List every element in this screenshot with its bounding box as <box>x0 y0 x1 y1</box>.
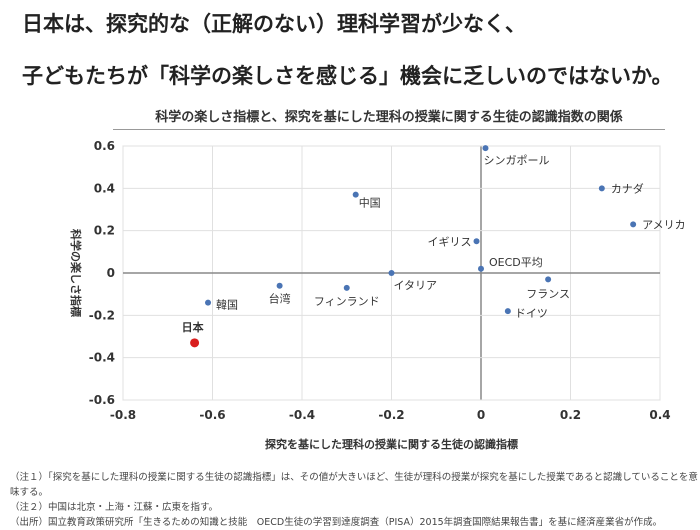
x-tick-label: -0.4 <box>289 408 315 422</box>
data-point <box>473 238 480 245</box>
data-label: 韓国 <box>216 299 238 312</box>
data-point <box>504 308 511 315</box>
y-tick-label: 0.2 <box>94 224 115 238</box>
data-label: フィンランド <box>314 295 380 308</box>
data-label: ドイツ <box>515 307 548 320</box>
y-tick-label: 0.6 <box>94 139 115 153</box>
data-label: イギリス <box>428 235 472 248</box>
data-point <box>276 282 283 289</box>
data-label: カナダ <box>611 181 644 195</box>
data-point <box>482 145 489 152</box>
y-tick-label: 0.4 <box>94 181 115 195</box>
data-point <box>343 284 350 291</box>
data-label: フランス <box>526 287 570 300</box>
data-label: シンガポール <box>483 154 549 167</box>
x-tick-label: -0.6 <box>199 408 225 422</box>
data-label: 日本 <box>182 320 204 334</box>
data-label: OECD平均 <box>489 256 543 269</box>
y-tick-label: 0 <box>107 266 115 280</box>
data-point <box>545 276 552 283</box>
scatter-chart: -0.8 -0.6 -0.4 -0.2 0 0.2 0.40.60.40.20-0.2-0.… <box>69 139 686 451</box>
data-point <box>190 338 200 348</box>
data-point <box>205 299 212 306</box>
data-label: イタリア <box>394 279 438 292</box>
x-axis-label: 探究を基にした理科の授業に関する生徒の認識指標 <box>265 437 518 451</box>
y-tick-label: -0.4 <box>89 351 115 365</box>
notes: （注１）「探究を基にした理科の授業に関する生徒の認識指標」は、その値が大きいほど… <box>10 470 700 530</box>
data-point <box>388 270 395 276</box>
data-point <box>478 265 484 272</box>
data-label: 台湾 <box>269 292 291 306</box>
x-tick-label: 0 <box>477 408 485 422</box>
x-tick-label: 0.4 <box>649 408 670 422</box>
headline-line-1: 日本は、探究的な（正解のない）理科学習が少なく、 <box>22 12 526 36</box>
x-tick-label: 0.2 <box>560 408 581 422</box>
y-tick-label: -0.2 <box>89 308 115 322</box>
note-1: （注１）「探究を基にした理科の授業に関する生徒の認識指標」は、その値が大きいほど… <box>10 472 698 498</box>
y-tick-label: -0.6 <box>89 393 115 407</box>
data-label: 中国 <box>359 197 381 210</box>
chart-title: 科学の楽しさ指標と、探究を基にした理科の授業に関する生徒の認識指数の関係 <box>113 106 665 130</box>
x-tick-label: -0.8 <box>110 408 136 422</box>
x-tick-label: -0.2 <box>378 408 404 422</box>
note-2: （注２）中国は北京・上海・江蘇・広東を指す。 <box>10 502 219 513</box>
data-point <box>598 185 605 192</box>
y-axis-label: 科学の楽しさ指標 <box>69 229 83 317</box>
data-label: アメリカ <box>642 218 685 231</box>
data-point <box>630 221 637 228</box>
source-note: （出所）国立教育政策研究所「生きるための知識と技能 OECD生徒の学習到達度調査… <box>10 517 663 528</box>
data-point <box>352 191 359 198</box>
headline-line-2: 子どもたちが「科学の楽しさを感じる」機会に乏しいのではないか。 <box>22 64 673 88</box>
